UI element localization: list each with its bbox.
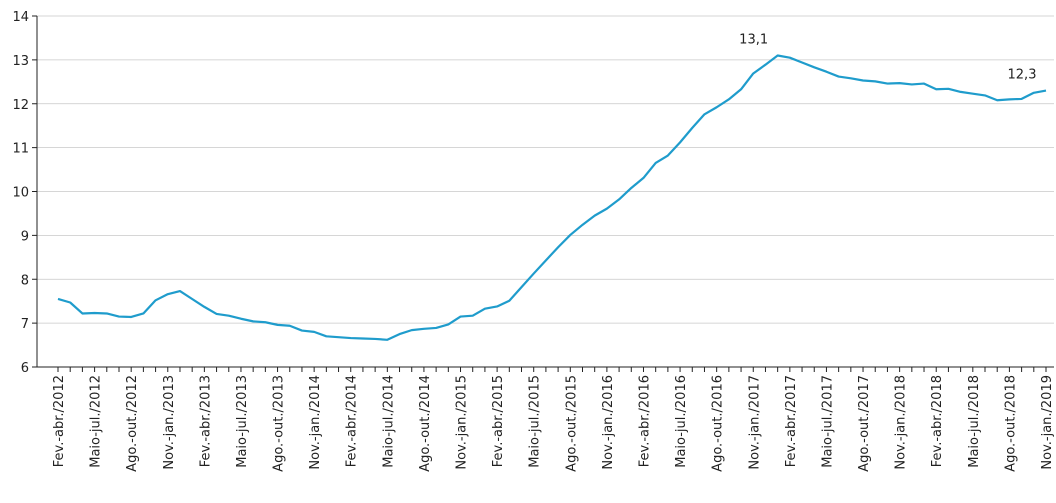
x-tick-label: Maio-jul./2012 [89, 375, 104, 468]
y-tick-label: 7 [21, 317, 29, 332]
x-tick-label: Ago.-out./2014 [418, 375, 433, 472]
data-label: 13,1 [739, 32, 768, 47]
data-label: 12,3 [1008, 68, 1037, 83]
x-tick-label: Nov.-jan./2015 [455, 375, 470, 470]
y-tick-label: 6 [21, 361, 29, 376]
x-tick-label: Maio-jul./2014 [381, 375, 396, 468]
y-tick-label: 11 [12, 142, 29, 157]
x-tick-label: Maio-jul./2017 [820, 375, 835, 468]
x-tick-label: Maio-jul./2018 [967, 375, 982, 468]
y-tick-label: 10 [12, 186, 29, 201]
x-tick-label: Fev.-abr./2014 [345, 375, 360, 467]
x-tick-label: Nov.-jan./2013 [162, 375, 177, 470]
y-tick-label: 12 [12, 98, 29, 113]
x-tick-label: Nov.-jan./2017 [747, 375, 762, 470]
y-tick-label: 13 [12, 54, 29, 69]
x-tick-label: Nov.-jan./2019 [1040, 375, 1055, 470]
x-tick-label: Ago.-out./2013 [272, 375, 287, 472]
x-tick-label: Ago.-out./2012 [125, 375, 140, 472]
data-line [57, 54, 1047, 341]
x-tick-label: Ago.-out./2016 [711, 375, 726, 472]
y-tick-label: 9 [21, 229, 29, 244]
x-tick-label: Fev.-abr./2016 [637, 375, 652, 467]
x-tick-label: Fev.-abr./2017 [784, 375, 799, 467]
x-tick-label: Nov.-jan./2018 [894, 375, 909, 470]
x-tick-label: Maio-jul./2016 [674, 375, 689, 468]
x-tick-label: Ago.-out./2015 [564, 375, 579, 472]
x-tick-label: Ago.-out./2018 [1003, 375, 1018, 472]
x-tick-label: Fev.-abr./2018 [930, 375, 945, 467]
x-tick-label: Maio-jul./2013 [235, 375, 250, 468]
y-tick-label: 8 [21, 273, 29, 288]
x-tick-label: Fev.-abr./2013 [198, 375, 213, 467]
x-tick-label: Maio-jul./2015 [528, 375, 543, 468]
x-tick-label: Nov.-jan./2016 [601, 375, 616, 470]
x-tick-label: Nov.-jan./2014 [308, 375, 323, 470]
x-tick-label: Ago.-out./2017 [857, 375, 872, 472]
x-tick-label: Fev.-abr./2012 [52, 375, 67, 467]
x-tick-label: Fev.-abr./2015 [491, 375, 506, 467]
y-tick-label: 14 [12, 10, 29, 25]
